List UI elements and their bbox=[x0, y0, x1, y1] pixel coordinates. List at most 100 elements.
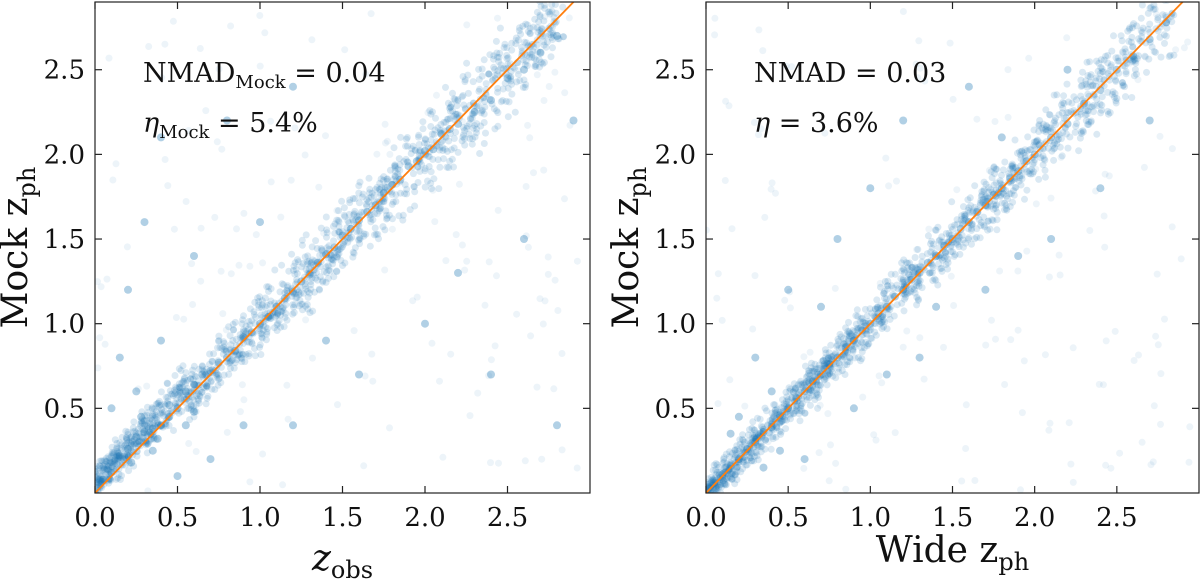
data-point bbox=[738, 435, 746, 443]
data-point bbox=[712, 485, 720, 493]
data-point bbox=[795, 392, 803, 400]
data-point bbox=[406, 206, 414, 214]
data-point bbox=[149, 411, 157, 419]
data-point bbox=[769, 433, 777, 441]
data-point bbox=[187, 402, 195, 410]
data-point bbox=[536, 295, 544, 303]
data-point bbox=[208, 385, 216, 393]
data-point bbox=[853, 306, 861, 314]
data-point bbox=[307, 278, 315, 285]
data-point bbox=[1064, 109, 1072, 117]
data-point bbox=[973, 207, 982, 216]
data-point bbox=[971, 182, 979, 190]
data-point bbox=[1026, 167, 1034, 175]
data-point bbox=[108, 459, 116, 467]
data-point bbox=[1114, 54, 1122, 62]
data-point bbox=[841, 371, 849, 378]
data-point bbox=[486, 51, 494, 59]
data-point bbox=[95, 473, 100, 481]
data-point bbox=[1032, 200, 1040, 208]
data-point bbox=[820, 360, 828, 368]
data-point bbox=[381, 184, 389, 191]
data-point bbox=[171, 390, 179, 398]
data-point bbox=[735, 447, 743, 455]
data-point bbox=[302, 302, 309, 310]
data-point bbox=[906, 259, 914, 267]
data-point bbox=[445, 164, 453, 172]
data-point bbox=[547, 53, 555, 61]
data-point bbox=[196, 386, 204, 394]
data-point bbox=[887, 270, 895, 278]
data-point bbox=[966, 208, 974, 216]
data-point bbox=[931, 226, 939, 234]
data-point bbox=[755, 26, 763, 34]
data-point bbox=[1157, 370, 1165, 378]
data-point bbox=[468, 110, 476, 118]
data-point bbox=[472, 129, 480, 137]
y-tick-label: 1.5 bbox=[44, 225, 85, 255]
data-point bbox=[779, 412, 787, 420]
data-point bbox=[424, 152, 432, 160]
data-point bbox=[396, 161, 404, 169]
data-point bbox=[110, 465, 118, 473]
data-point bbox=[1020, 149, 1028, 157]
data-point bbox=[211, 386, 219, 393]
data-point bbox=[826, 360, 834, 368]
data-point bbox=[491, 65, 499, 73]
data-point bbox=[345, 219, 353, 227]
data-point bbox=[143, 416, 151, 424]
data-point bbox=[826, 370, 834, 378]
data-point bbox=[859, 393, 867, 401]
data-point bbox=[161, 402, 169, 410]
data-point bbox=[108, 449, 116, 456]
data-point bbox=[449, 107, 457, 115]
data-point bbox=[946, 39, 954, 47]
data-point bbox=[526, 24, 534, 32]
data-point bbox=[805, 394, 813, 401]
data-point bbox=[1112, 54, 1120, 62]
data-point bbox=[453, 110, 461, 118]
data-point bbox=[106, 468, 114, 476]
data-point bbox=[113, 452, 121, 460]
data-point bbox=[149, 412, 157, 420]
data-point bbox=[379, 195, 387, 203]
data-point bbox=[1032, 165, 1040, 173]
data-point bbox=[981, 223, 989, 231]
data-point bbox=[1017, 155, 1025, 162]
data-point bbox=[190, 402, 197, 410]
data-point bbox=[461, 141, 469, 149]
data-point bbox=[990, 181, 998, 189]
data-point bbox=[463, 122, 471, 130]
y-tick-label: 0.5 bbox=[655, 394, 696, 424]
data-point bbox=[980, 186, 988, 194]
data-point bbox=[535, 56, 543, 64]
data-point bbox=[152, 435, 160, 443]
data-point bbox=[495, 459, 502, 467]
data-point bbox=[1012, 174, 1020, 182]
data-point bbox=[854, 326, 862, 334]
data-point bbox=[162, 393, 170, 401]
data-point bbox=[202, 382, 210, 390]
data-point bbox=[363, 202, 371, 210]
data-point bbox=[802, 378, 810, 386]
data-point bbox=[369, 216, 377, 224]
data-point bbox=[1010, 187, 1017, 195]
data-point bbox=[521, 457, 529, 465]
data-point bbox=[1012, 183, 1020, 191]
data-point bbox=[733, 468, 741, 476]
data-point bbox=[1093, 95, 1101, 103]
data-point bbox=[1067, 460, 1075, 468]
data-point bbox=[502, 97, 510, 105]
data-point bbox=[245, 352, 253, 360]
data-point bbox=[284, 282, 292, 290]
data-point bbox=[1084, 107, 1092, 115]
data-point bbox=[1109, 88, 1117, 96]
data-point bbox=[723, 475, 731, 483]
data-point bbox=[1039, 126, 1047, 134]
data-point bbox=[1005, 170, 1013, 178]
data-point bbox=[177, 367, 185, 374]
data-point bbox=[1087, 118, 1095, 126]
data-point bbox=[762, 435, 770, 442]
data-point bbox=[857, 315, 865, 323]
